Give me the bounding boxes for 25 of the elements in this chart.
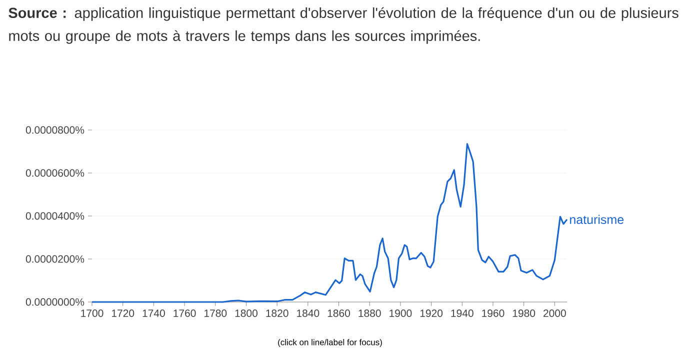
y-tick-label: 0.0000600% <box>26 169 84 177</box>
x-tick-label: 1700 <box>81 310 104 317</box>
y-tick-label: 0.0000200% <box>26 255 84 263</box>
x-tick-label: 1880 <box>358 310 381 317</box>
x-tick-label: 1920 <box>420 310 443 317</box>
x-tick-label: 1840 <box>297 310 320 317</box>
x-tick-label: 1900 <box>390 310 412 317</box>
y-tick-label: 0.0000400% <box>26 212 84 220</box>
text: (click on line/label for focus) <box>278 339 382 347</box>
y-tick-label: 0.0000800% <box>26 126 84 134</box>
y-tick-label: 0.0000000% <box>26 298 84 306</box>
x-tick-label: 1800 <box>235 310 258 317</box>
x-tick-label: 1760 <box>174 310 196 317</box>
x-tick-label: 2000 <box>544 310 566 317</box>
series-label: naturisme <box>570 214 624 224</box>
x-tick-label: 1940 <box>451 310 474 317</box>
text: Source : application linguistique permettant d'observer l'évolution de la fréquence d'un ou de plusieurs mots ou groupe de mots à travers le temps dans les sources imprimées. <box>8 7 678 44</box>
x-tick-label: 1860 <box>328 310 350 317</box>
x-tick-label: 1740 <box>142 310 165 317</box>
x-tick-label: 1960 <box>482 310 504 317</box>
x-tick-label: 1720 <box>112 310 134 317</box>
x-tick-label: 1980 <box>512 310 536 317</box>
x-tick-label: 1820 <box>266 310 288 317</box>
x-tick-label: 1780 <box>204 310 227 317</box>
line-series <box>91 143 568 303</box>
